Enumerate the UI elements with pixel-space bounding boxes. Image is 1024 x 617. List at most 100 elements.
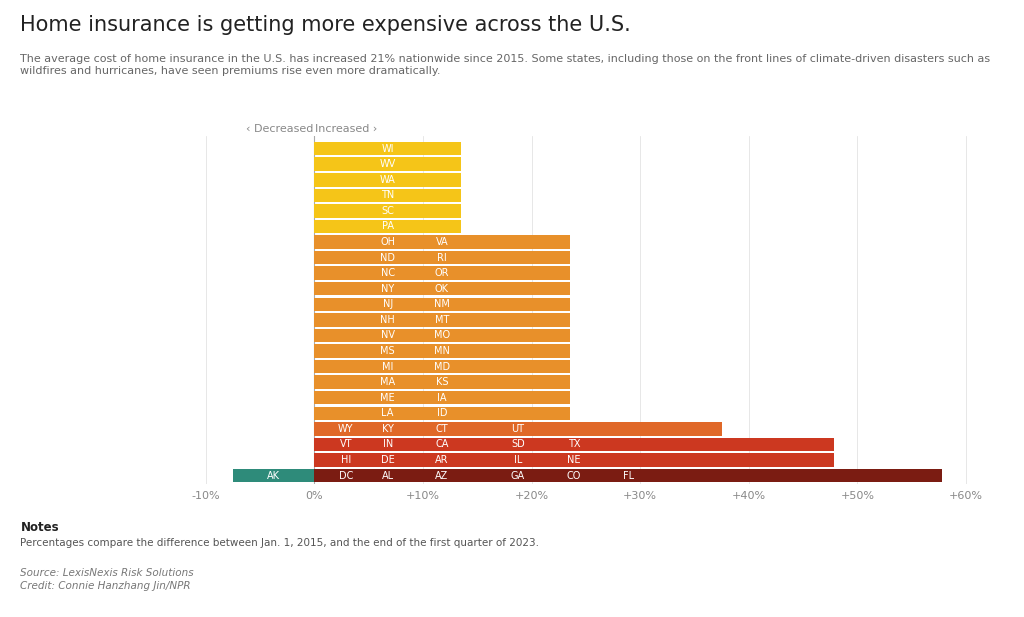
Text: NV: NV xyxy=(381,331,394,341)
Text: MS: MS xyxy=(380,346,395,356)
Text: TN: TN xyxy=(381,190,394,201)
Bar xyxy=(314,329,461,342)
Bar xyxy=(314,437,461,451)
Bar xyxy=(314,204,461,218)
Text: Percentages compare the difference between Jan. 1, 2015, and the end of the firs: Percentages compare the difference betwe… xyxy=(20,538,540,548)
Text: IA: IA xyxy=(437,392,446,403)
Text: VT: VT xyxy=(340,439,352,449)
Bar xyxy=(314,422,722,436)
Bar xyxy=(314,422,569,436)
Bar xyxy=(314,375,569,389)
Bar xyxy=(314,469,942,482)
Text: OH: OH xyxy=(380,237,395,247)
Text: The average cost of home insurance in the U.S. has increased 21% nationwide sinc: The average cost of home insurance in th… xyxy=(20,54,990,76)
Text: NH: NH xyxy=(380,315,395,325)
Bar xyxy=(314,267,461,280)
Text: CA: CA xyxy=(435,439,449,449)
Bar xyxy=(314,391,461,405)
Bar xyxy=(314,437,722,451)
Text: Source: LexisNexis Risk Solutions: Source: LexisNexis Risk Solutions xyxy=(20,568,195,578)
Bar xyxy=(314,453,378,466)
Text: DC: DC xyxy=(339,471,353,481)
Bar xyxy=(314,375,461,389)
Bar xyxy=(314,469,722,482)
Text: WI: WI xyxy=(381,144,394,154)
Text: MN: MN xyxy=(434,346,450,356)
Text: RI: RI xyxy=(437,252,446,263)
Text: Credit: Connie Hanzhang Jin/NPR: Credit: Connie Hanzhang Jin/NPR xyxy=(20,581,191,591)
Bar xyxy=(314,220,461,233)
Bar xyxy=(314,282,569,296)
Text: Home insurance is getting more expensive across the U.S.: Home insurance is getting more expensive… xyxy=(20,15,631,35)
Text: Notes: Notes xyxy=(20,521,59,534)
Text: IL: IL xyxy=(514,455,522,465)
Bar xyxy=(314,344,569,358)
Bar xyxy=(314,142,461,155)
Text: WY: WY xyxy=(338,424,353,434)
Text: MA: MA xyxy=(380,377,395,387)
Bar xyxy=(314,313,461,326)
Text: SD: SD xyxy=(511,439,525,449)
Text: AL: AL xyxy=(382,471,394,481)
Bar xyxy=(314,469,461,482)
Bar xyxy=(314,391,569,405)
Text: NC: NC xyxy=(381,268,394,278)
Bar xyxy=(314,453,569,466)
Bar xyxy=(314,251,461,264)
Bar xyxy=(314,469,834,482)
Text: PA: PA xyxy=(382,222,393,231)
Bar xyxy=(314,297,569,311)
Text: SC: SC xyxy=(381,206,394,216)
Bar xyxy=(314,313,569,326)
Text: MD: MD xyxy=(434,362,451,371)
Text: AZ: AZ xyxy=(435,471,449,481)
Text: ND: ND xyxy=(380,252,395,263)
Text: WA: WA xyxy=(380,175,395,184)
Text: LA: LA xyxy=(382,408,394,418)
Bar xyxy=(314,422,461,436)
Bar xyxy=(314,282,461,296)
Bar xyxy=(314,329,569,342)
Bar xyxy=(314,189,461,202)
Bar xyxy=(314,360,461,373)
Text: HI: HI xyxy=(341,455,351,465)
Bar xyxy=(314,437,834,451)
Bar xyxy=(314,344,461,358)
Text: NM: NM xyxy=(434,299,450,309)
Bar xyxy=(314,422,378,436)
Text: KS: KS xyxy=(436,377,449,387)
Bar xyxy=(314,469,569,482)
Bar xyxy=(314,469,378,482)
Bar xyxy=(314,297,461,311)
Text: VA: VA xyxy=(435,237,449,247)
Bar xyxy=(314,173,461,186)
Text: UT: UT xyxy=(512,424,524,434)
Bar xyxy=(314,235,569,249)
Bar xyxy=(314,453,722,466)
Text: GA: GA xyxy=(511,471,525,481)
Text: WV: WV xyxy=(380,159,396,169)
Bar xyxy=(314,453,834,466)
Text: NJ: NJ xyxy=(383,299,393,309)
Text: ME: ME xyxy=(380,392,395,403)
Text: MO: MO xyxy=(434,331,451,341)
Bar xyxy=(314,437,378,451)
Bar xyxy=(314,407,569,420)
Text: Increased ›: Increased › xyxy=(315,124,378,134)
Text: KY: KY xyxy=(382,424,393,434)
Text: CT: CT xyxy=(435,424,449,434)
Text: FL: FL xyxy=(623,471,634,481)
Text: NY: NY xyxy=(381,284,394,294)
Bar xyxy=(314,267,569,280)
Bar xyxy=(314,407,461,420)
Bar xyxy=(314,157,461,171)
Text: AR: AR xyxy=(435,455,449,465)
Bar xyxy=(314,235,461,249)
Text: ‹ Decreased: ‹ Decreased xyxy=(246,124,313,134)
Bar xyxy=(314,453,461,466)
Bar xyxy=(314,251,569,264)
Text: CO: CO xyxy=(567,471,582,481)
Text: AK: AK xyxy=(267,471,281,481)
Text: MT: MT xyxy=(435,315,450,325)
Bar xyxy=(314,437,569,451)
